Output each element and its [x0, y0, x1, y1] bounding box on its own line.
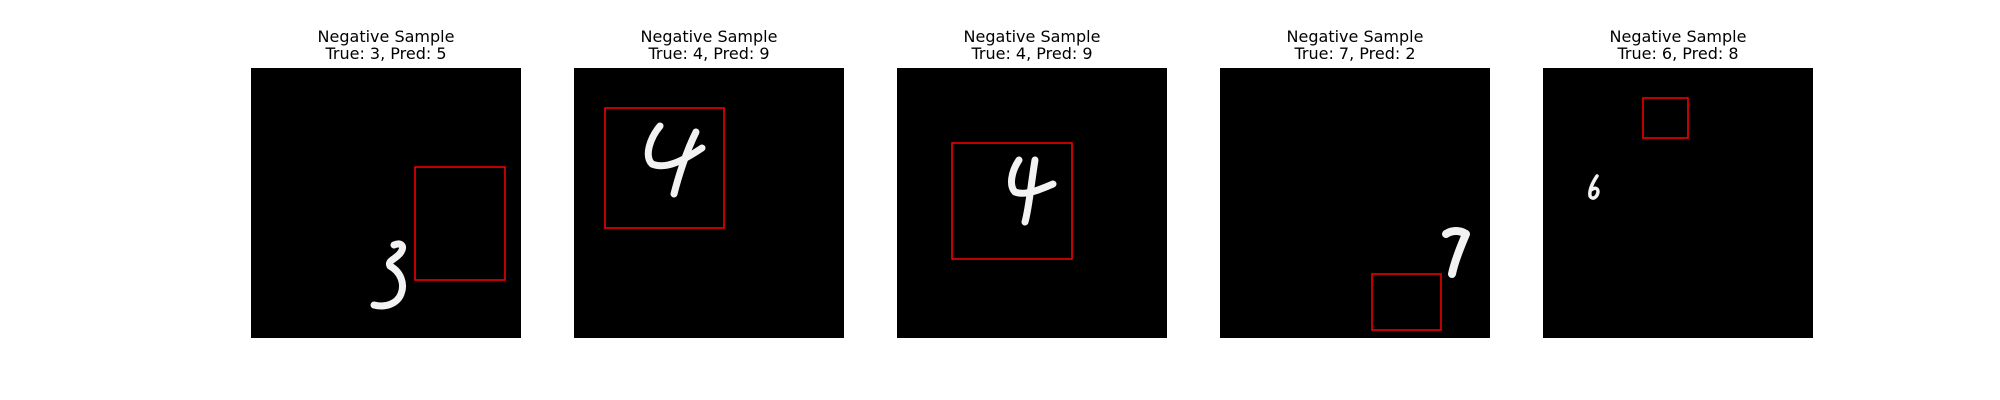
bounding-box [1642, 97, 1689, 139]
digit-image-canvas [1588, 97, 1689, 200]
digit-stroke [1021, 156, 1039, 226]
bounding-box [604, 107, 725, 229]
panel-subtitle: True: 3, Pred: 5 [325, 44, 447, 63]
bounding-box [951, 142, 1073, 260]
digit-image-canvas [370, 166, 506, 310]
digit-image-canvas [1371, 227, 1470, 331]
bounding-box [414, 166, 506, 281]
panel-title: Negative Sample [1609, 27, 1747, 46]
digit-image [574, 68, 844, 338]
digit-image [251, 68, 521, 338]
panel-title: Negative Sample [1286, 27, 1424, 46]
panel-title: Negative Sample [640, 27, 778, 46]
digit-image-canvas [951, 142, 1073, 260]
panel-subtitle: True: 7, Pred: 2 [1294, 44, 1416, 63]
panel-subtitle: True: 4, Pred: 9 [971, 44, 1093, 63]
digit-image-canvas [604, 107, 725, 229]
panel-subtitle: True: 6, Pred: 8 [1617, 44, 1739, 63]
bounding-box [1371, 273, 1442, 331]
digit-image [897, 68, 1167, 338]
digit-image [1220, 68, 1490, 338]
digit-stroke [670, 128, 700, 198]
digit-stroke [1008, 156, 1057, 197]
digit-image [1543, 68, 1813, 338]
panel-subtitle: True: 4, Pred: 9 [648, 44, 770, 63]
panel-title: Negative Sample [963, 27, 1101, 46]
panel-title: Negative Sample [317, 27, 455, 46]
digit-stroke [370, 240, 407, 310]
digit-stroke [1588, 174, 1600, 200]
digit-stroke [1442, 227, 1470, 278]
